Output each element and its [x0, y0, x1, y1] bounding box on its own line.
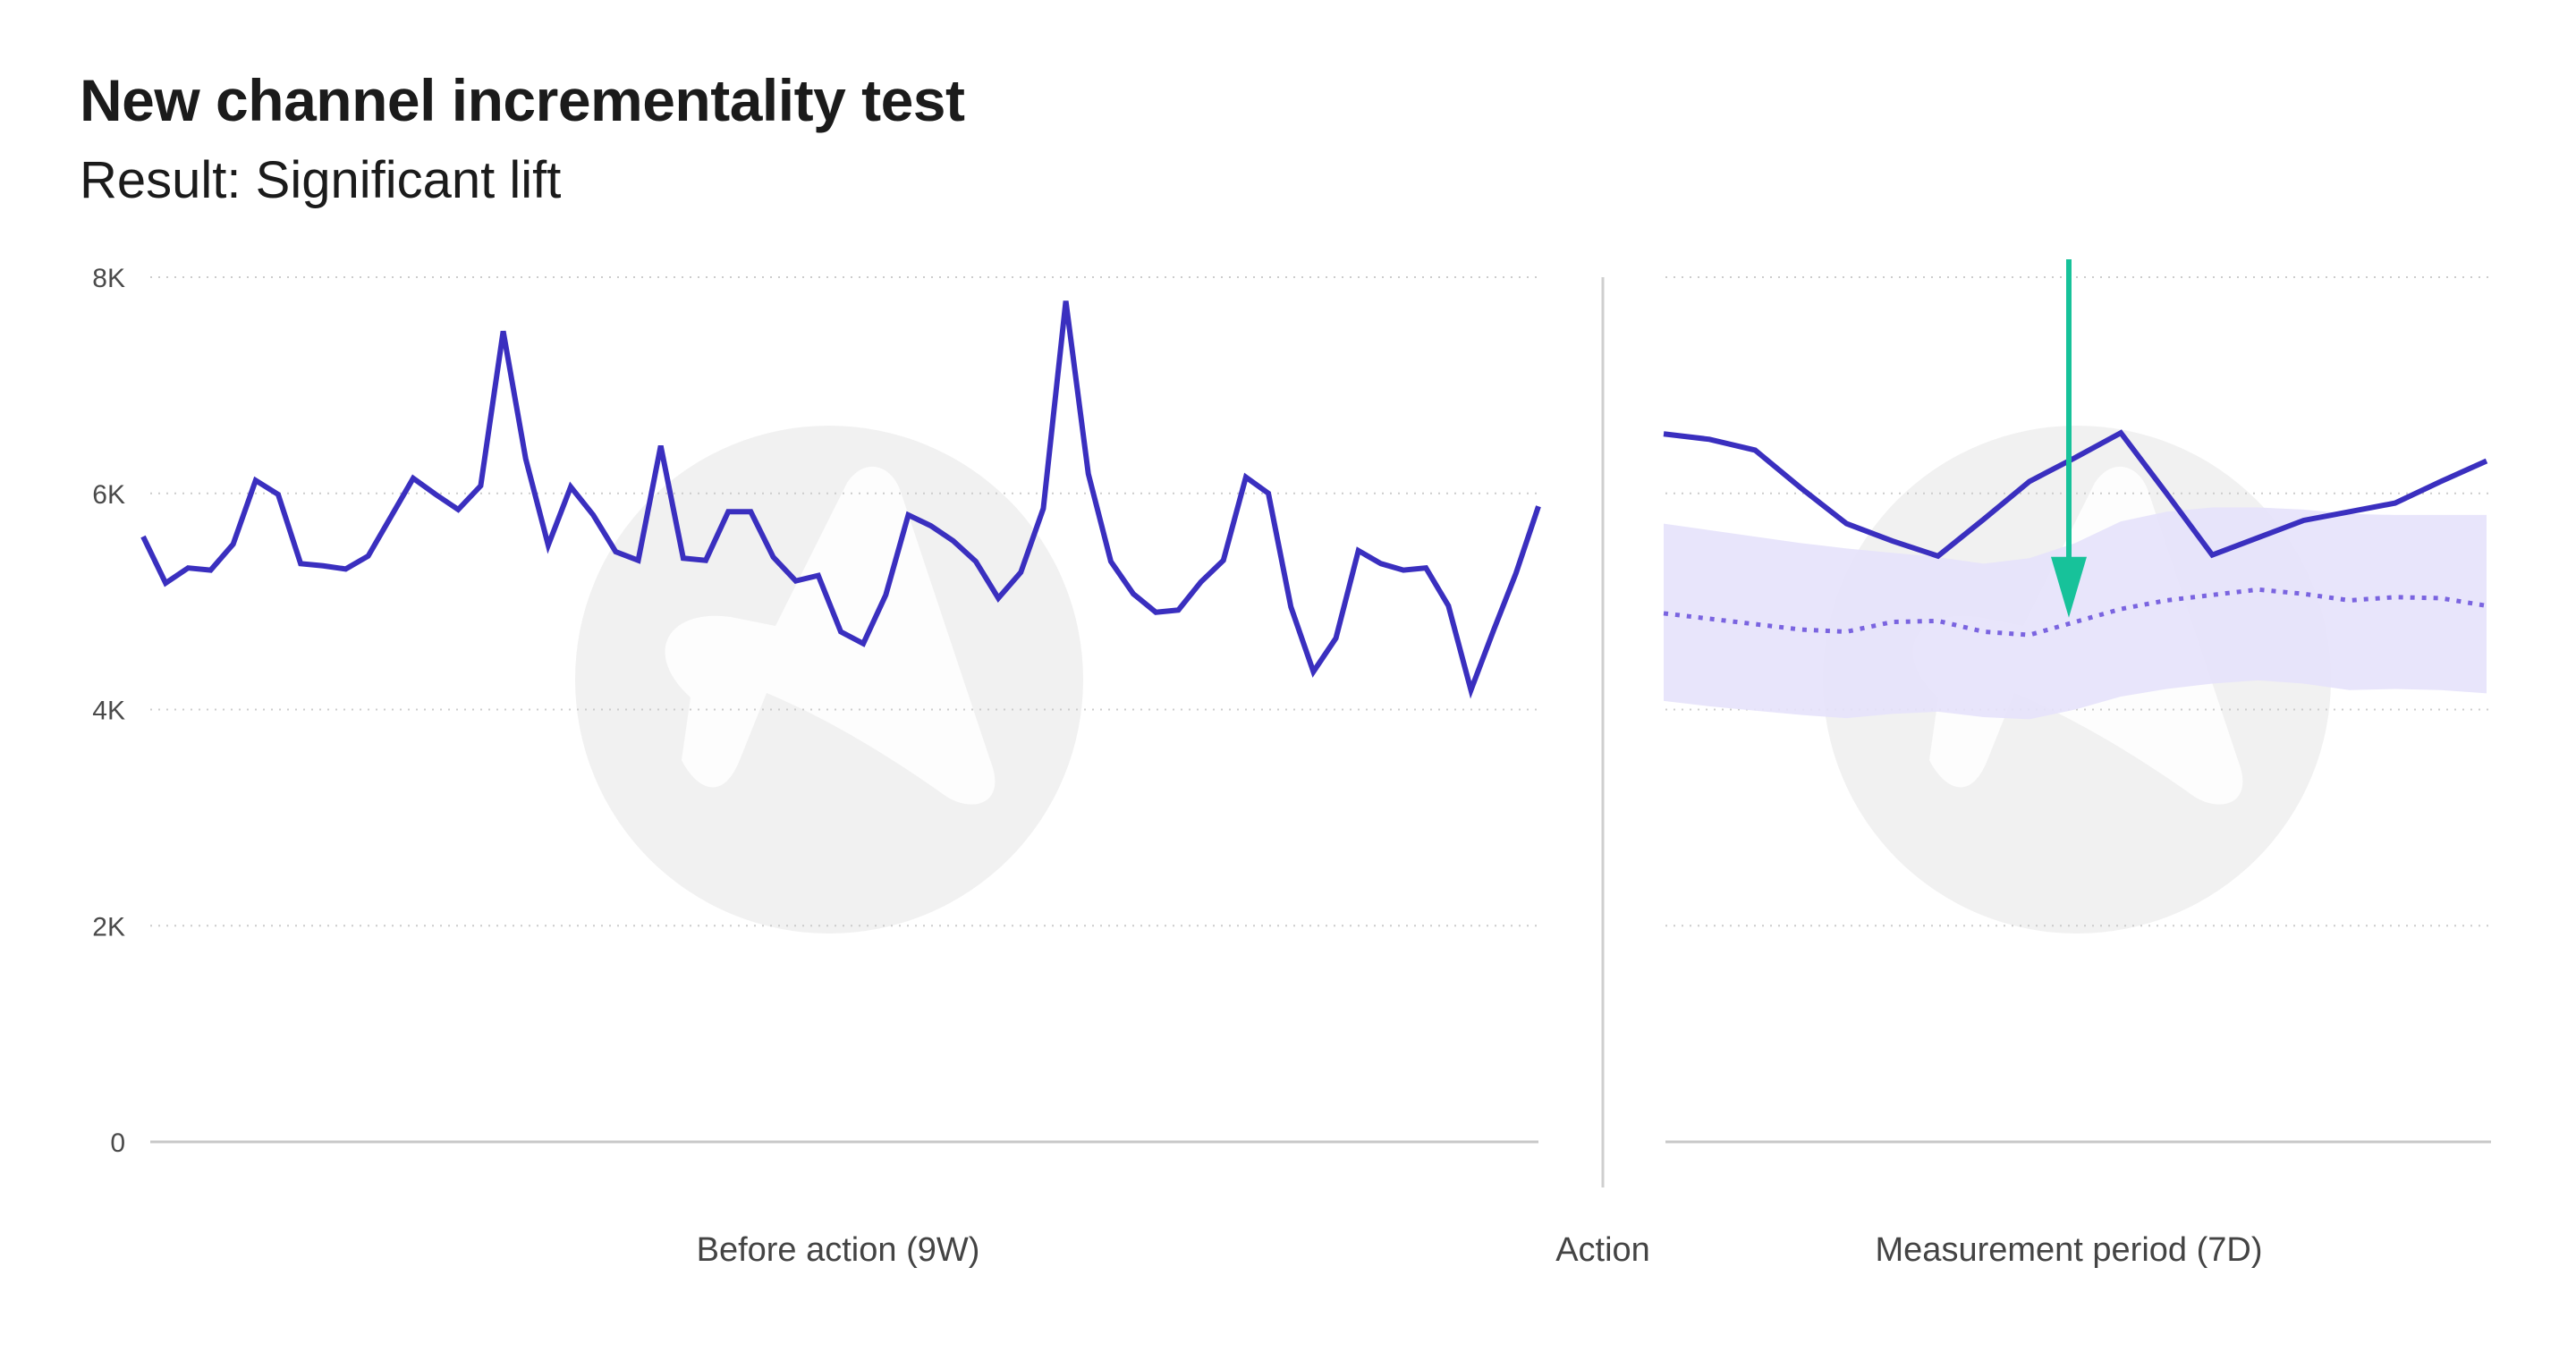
section-label-before: Before action (9W)	[697, 1231, 980, 1269]
section-label-action: Action	[1555, 1231, 1650, 1269]
confidence-band	[1664, 507, 2487, 720]
watermark-glyph	[665, 466, 996, 805]
series-before-action	[140, 300, 1541, 699]
annotation-layer	[2051, 259, 2087, 618]
y-tick-label: 2K	[92, 912, 125, 942]
chart-subtitle: Result: Significant lift	[80, 151, 562, 209]
y-tick-label: 0	[110, 1128, 125, 1158]
y-axis-ticks: 0 2K 4K 6K 8K	[92, 264, 125, 1158]
watermark-logo	[575, 426, 1083, 934]
series-layer	[140, 300, 2488, 699]
confidence-band-layer	[1664, 507, 2487, 720]
y-tick-label: 8K	[92, 264, 125, 293]
chart-title: New channel incrementality test	[80, 67, 965, 133]
series-measurement-actual	[1663, 429, 2488, 560]
section-label-measurement: Measurement period (7D)	[1876, 1231, 2263, 1269]
lift-arrow-head	[2051, 556, 2087, 618]
y-tick-label: 4K	[92, 697, 125, 726]
y-tick-label: 6K	[92, 480, 125, 510]
